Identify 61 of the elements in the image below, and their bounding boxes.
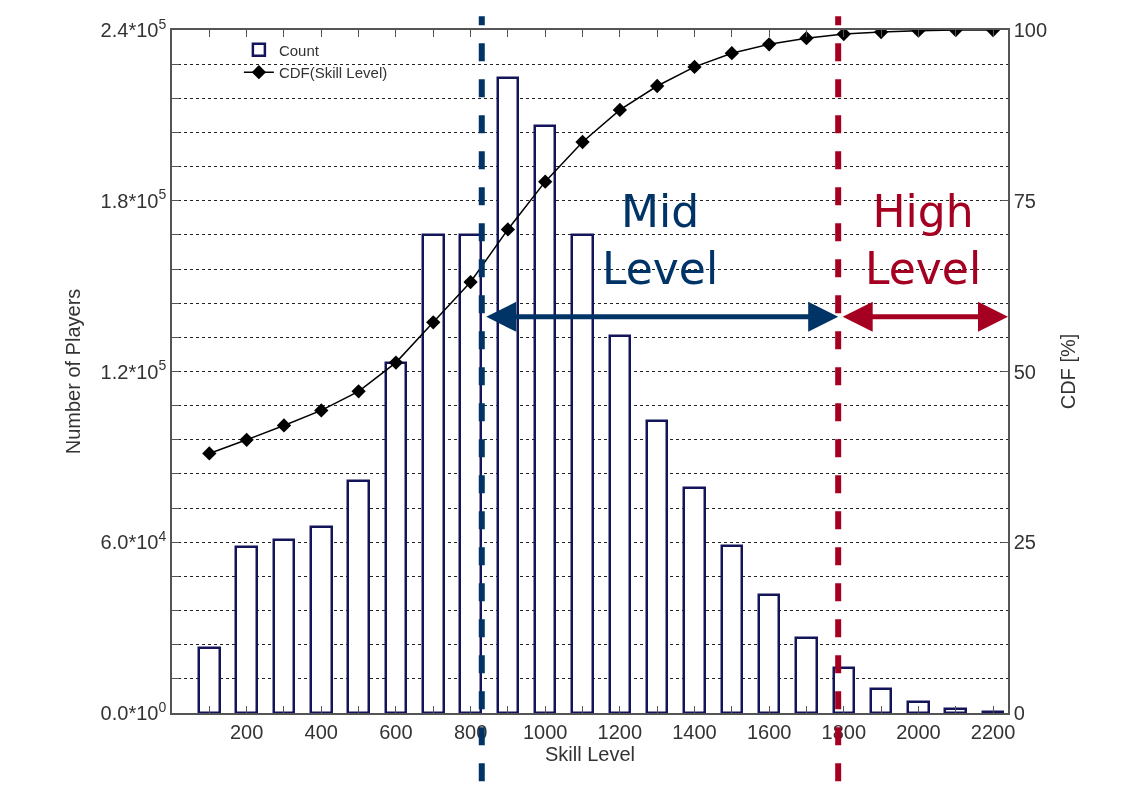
ref-line-label: High Level — [865, 186, 982, 295]
bar — [272, 538, 295, 713]
ref-line-label: Mid Level — [602, 186, 719, 295]
x-tick-label: 400 — [304, 720, 338, 743]
bar — [906, 700, 930, 713]
bar — [645, 419, 668, 713]
bar — [309, 525, 333, 713]
y2-tick-label: 100 — [1013, 19, 1048, 41]
y-tick-label: 1.2*10$^{5}$ — [100, 357, 167, 383]
x-tick-label: 1400 — [672, 720, 717, 743]
legend-label: CDF(Skill Level) — [278, 64, 388, 82]
point — [500, 222, 516, 237]
bar — [757, 593, 780, 713]
bar — [234, 545, 258, 713]
x-tick-label: 600 — [379, 720, 413, 743]
y-tick-label: 0.0*10$^{0}$ — [100, 698, 167, 724]
point — [650, 78, 665, 94]
point — [538, 174, 553, 189]
x-tick-label: 2200 — [970, 720, 1016, 743]
x-tick-label: 2000 — [896, 720, 941, 743]
bar — [421, 233, 445, 713]
y2-tick-label: 50 — [1013, 360, 1036, 383]
point — [799, 31, 814, 46]
point — [314, 403, 329, 418]
y2-tick-label: 0 — [1013, 702, 1025, 724]
bar — [570, 233, 594, 713]
x-tick-label: 1200 — [597, 720, 643, 743]
point — [575, 134, 590, 150]
point — [761, 37, 777, 52]
y2-tick-label: 25 — [1013, 531, 1036, 554]
point — [463, 274, 478, 290]
bar — [197, 646, 221, 713]
point — [239, 432, 254, 447]
bar — [794, 636, 818, 713]
x-tick-label: 1600 — [746, 720, 792, 743]
y-axis-title: Number of Players — [61, 288, 84, 455]
point — [276, 418, 292, 433]
bar — [384, 361, 407, 713]
y2-tick-label: 75 — [1013, 189, 1036, 212]
bar — [869, 687, 892, 713]
point — [426, 315, 441, 330]
y2-axis-title: CDF [%] — [1057, 333, 1080, 410]
x-tick-label: 200 — [229, 720, 264, 743]
x-axis-title: Skill Level — [544, 742, 636, 765]
y-tick-label: 1.8*10$^{5}$ — [100, 186, 167, 212]
bar — [608, 334, 631, 713]
bar — [346, 479, 370, 713]
legend-label: Count — [278, 41, 320, 59]
y-tick-label: 6.0*10$^{4}$ — [100, 527, 167, 554]
point — [388, 355, 404, 370]
point — [687, 59, 702, 75]
point — [351, 384, 366, 399]
y-tick-label: 2.4*10$^{5}$ — [100, 15, 167, 41]
point — [202, 446, 217, 461]
bar — [720, 544, 743, 713]
bar — [682, 486, 706, 713]
bar — [533, 124, 556, 713]
bar — [458, 233, 482, 713]
point — [612, 102, 628, 118]
point — [724, 46, 739, 61]
x-tick-label: 1000 — [522, 720, 568, 743]
